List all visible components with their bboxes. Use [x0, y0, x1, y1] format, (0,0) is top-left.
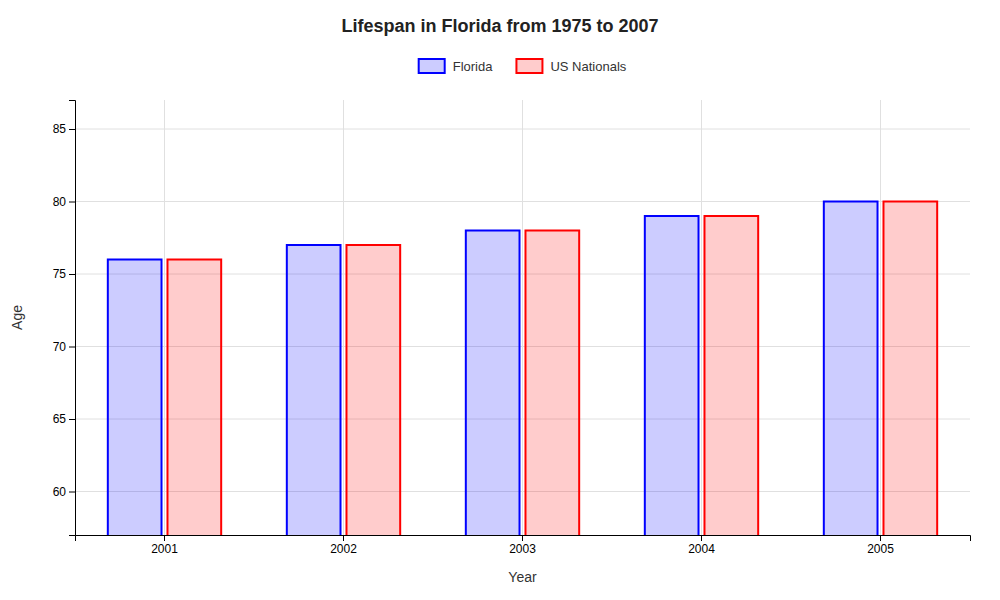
x-axis-line — [76, 536, 971, 542]
x-tick-mark — [522, 535, 523, 541]
x-tick-mark — [164, 535, 165, 541]
y-tick-label: 60 — [53, 485, 67, 499]
y-tick-mark — [69, 274, 75, 275]
x-tick-label: 2004 — [688, 542, 715, 556]
y-tick: 60 — [53, 485, 75, 499]
legend-swatch — [419, 59, 445, 73]
y-axis: 60 65 70 75 80 85 — [53, 101, 76, 536]
y-tick-mark — [69, 347, 75, 348]
legend-item: US Nationals — [516, 59, 626, 74]
y-axis-title: Age — [9, 305, 25, 330]
x-tick-label: 2001 — [151, 542, 178, 556]
x-tick-mark — [880, 535, 881, 541]
y-tick: 75 — [53, 267, 75, 281]
bar — [704, 216, 758, 535]
grid-line-x — [522, 100, 523, 535]
bar — [108, 260, 162, 536]
bar — [346, 245, 400, 535]
x-tick-mark — [701, 535, 702, 541]
bar-series — [108, 202, 878, 536]
plot-area: 2001 2002 2003 2004 2005 60 65 70 75 80 85 — [53, 100, 971, 600]
y-tick-label: 70 — [53, 340, 67, 354]
legend-item: Florida — [419, 59, 494, 74]
y-tick-label: 65 — [53, 412, 67, 426]
chart-svg: 2001 2002 2003 2004 2005 60 65 70 75 80 85 Year Age L… — [0, 0, 1000, 600]
bar — [287, 245, 341, 535]
y-tick-mark — [69, 419, 75, 420]
legend-label: Florida — [453, 59, 494, 74]
x-axis: 2001 2002 2003 2004 2005 — [76, 535, 971, 556]
y-axis-line — [69, 101, 76, 536]
grid-line-x — [701, 100, 702, 535]
y-tick-mark — [69, 492, 75, 493]
bar-series — [167, 202, 937, 536]
x-tick: 2005 — [867, 535, 894, 556]
bar — [824, 202, 878, 536]
x-tick-label: 2005 — [867, 542, 894, 556]
bar — [466, 231, 520, 536]
x-tick: 2004 — [688, 535, 715, 556]
chart-container: 2001 2002 2003 2004 2005 60 65 70 75 80 85 Year Age L… — [0, 0, 1000, 600]
bar — [525, 231, 579, 536]
y-tick: 65 — [53, 412, 75, 426]
legend-swatch — [516, 59, 542, 73]
bar — [883, 202, 937, 536]
bar — [645, 216, 699, 535]
y-tick-label: 85 — [53, 122, 67, 136]
grid-line-x — [343, 100, 344, 535]
grid-line-x — [164, 100, 165, 535]
x-tick-label: 2002 — [330, 542, 357, 556]
y-tick-mark — [69, 129, 75, 130]
y-tick: 80 — [53, 195, 75, 209]
grid-line-x — [880, 100, 881, 535]
y-tick: 85 — [53, 122, 75, 136]
chart-title: Lifespan in Florida from 1975 to 2007 — [341, 16, 658, 36]
bar — [167, 260, 221, 536]
legend: Florida US Nationals — [419, 59, 627, 74]
x-tick: 2003 — [509, 535, 536, 556]
y-tick-label: 80 — [53, 195, 67, 209]
x-tick-label: 2003 — [509, 542, 536, 556]
x-tick-mark — [343, 535, 344, 541]
y-tick-label: 75 — [53, 267, 67, 281]
y-tick: 70 — [53, 340, 75, 354]
x-tick: 2002 — [330, 535, 357, 556]
legend-label: US Nationals — [550, 59, 626, 74]
bars — [108, 202, 937, 536]
x-tick: 2001 — [151, 535, 178, 556]
y-tick-mark — [69, 202, 75, 203]
x-axis-title: Year — [508, 569, 537, 585]
